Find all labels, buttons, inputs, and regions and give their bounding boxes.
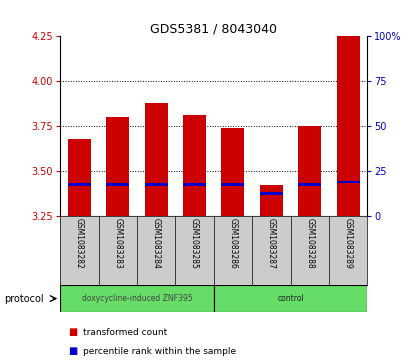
Text: GSM1083289: GSM1083289	[344, 218, 353, 269]
Bar	[298, 183, 321, 185]
Text: percentile rank within the sample: percentile rank within the sample	[83, 347, 236, 356]
Title: GDS5381 / 8043040: GDS5381 / 8043040	[150, 22, 277, 35]
Text: GSM1083282: GSM1083282	[75, 218, 84, 269]
Text: control: control	[277, 294, 304, 303]
Bar	[260, 185, 283, 216]
Text: ■: ■	[68, 346, 78, 356]
Text: protocol: protocol	[4, 294, 44, 303]
Bar	[183, 115, 206, 216]
Bar	[144, 103, 168, 216]
Bar	[183, 183, 206, 185]
Bar	[214, 285, 367, 312]
Text: doxycycline-induced ZNF395: doxycycline-induced ZNF395	[82, 294, 192, 303]
Bar	[222, 183, 244, 185]
Text: GSM1083287: GSM1083287	[267, 218, 276, 269]
Text: transformed count: transformed count	[83, 328, 167, 337]
Bar	[106, 183, 129, 185]
Bar	[68, 139, 91, 216]
Text: GSM1083288: GSM1083288	[305, 218, 314, 269]
Bar	[337, 181, 359, 183]
Bar	[222, 128, 244, 216]
Bar	[260, 192, 283, 195]
Bar	[337, 36, 359, 216]
Bar	[144, 183, 168, 185]
Bar	[106, 117, 129, 216]
Text: GSM1083283: GSM1083283	[113, 218, 122, 269]
Text: GSM1083285: GSM1083285	[190, 218, 199, 269]
Text: ■: ■	[68, 327, 78, 337]
Bar	[298, 126, 321, 216]
Bar	[68, 183, 91, 185]
Text: GSM1083284: GSM1083284	[151, 218, 161, 269]
Bar	[60, 285, 214, 312]
Text: GSM1083286: GSM1083286	[228, 218, 237, 269]
